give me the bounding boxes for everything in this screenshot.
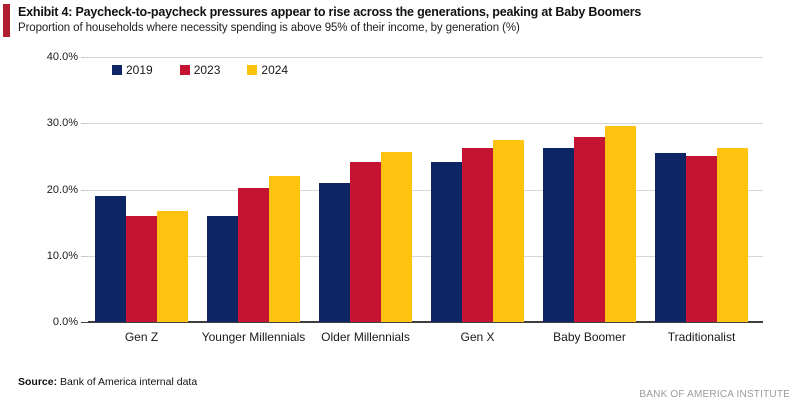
legend-label-2023: 2023 (193, 63, 221, 77)
bar-2023-baby-boomer (574, 136, 605, 322)
x-axis-label-gen-z: Gen Z (124, 330, 159, 344)
y-axis-label-0.0%: 0.0% (52, 316, 78, 328)
bar-chart-plot-area: 2019 2023 2024 (88, 57, 763, 323)
y-axis-label-40.0%: 40.0% (46, 51, 78, 63)
y-axis-label-20.0%: 20.0% (46, 183, 78, 196)
bar-2024-older-millennials (381, 152, 412, 322)
bar-2024-younger-millennials (269, 176, 300, 322)
x-axis-label-traditionalist: Traditionalist (667, 330, 736, 344)
gridline-40.0% (88, 57, 763, 58)
bar-2024-gen-z (157, 211, 188, 322)
bar-2023-traditionalist (686, 156, 717, 322)
bar-2024-gen-x (493, 140, 524, 322)
source-line: Source: Bank of America internal data (18, 376, 197, 388)
x-axis-label-baby-boomer: Baby Boomer (553, 330, 626, 344)
x-axis-label-younger-millennials: Younger Millennials (201, 330, 306, 344)
bar-2019-gen-x (431, 162, 462, 322)
x-axis-label-gen-x: Gen X (460, 330, 495, 344)
bar-2023-younger-millennials (238, 187, 269, 322)
legend-swatch-2019 (112, 65, 122, 75)
y-axis-tick-0.0% (81, 322, 88, 323)
source-text: Bank of America internal data (57, 376, 198, 388)
gridline-20.0% (88, 189, 763, 191)
gridline-30.0% (88, 123, 763, 125)
y-axis-tick-20.0% (81, 189, 88, 191)
legend-swatch-2023 (179, 65, 190, 75)
bar-2019-gen-z (95, 196, 126, 322)
bar-2019-traditionalist (655, 153, 686, 322)
bar-2023-older-millennials (350, 161, 381, 322)
legend-item-2023: 2023 (179, 63, 221, 77)
source-label: Source: (18, 376, 58, 388)
legend-item-2019: 2019 (112, 63, 153, 77)
x-axis-line (88, 321, 763, 323)
bar-2024-baby-boomer (605, 125, 636, 322)
legend-item-2024: 2024 (247, 63, 288, 77)
title-accent-bar (3, 4, 10, 37)
x-axis-label-older-millennials: Older Millennials (321, 330, 410, 344)
gridline-10.0% (88, 255, 763, 257)
exhibit-title: Exhibit 4: Paycheck-to-paycheck pressure… (18, 5, 642, 19)
bar-2023-gen-z (126, 216, 157, 322)
legend-swatch-2024 (247, 65, 258, 75)
bar-2019-older-millennials (319, 182, 350, 322)
y-axis-label-10.0%: 10.0% (46, 249, 78, 262)
y-axis-tick-30.0% (81, 123, 88, 125)
legend-label-2019: 2019 (126, 63, 153, 77)
bar-2019-baby-boomer (543, 147, 574, 322)
y-axis-label-30.0%: 30.0% (46, 117, 78, 130)
chart-legend: 2019 2023 2024 (112, 63, 288, 77)
y-axis-tick-10.0% (81, 255, 88, 257)
footer-brand: BANK OF AMERICA INSTITUTE (639, 389, 790, 400)
bar-2023-gen-x (462, 147, 493, 322)
exhibit-subtitle: Proportion of households where necessity… (18, 22, 520, 34)
y-axis-tick-40.0% (81, 57, 88, 58)
bar-2024-traditionalist (717, 148, 748, 322)
legend-label-2024: 2024 (261, 63, 289, 77)
bar-2019-younger-millennials (207, 216, 238, 322)
